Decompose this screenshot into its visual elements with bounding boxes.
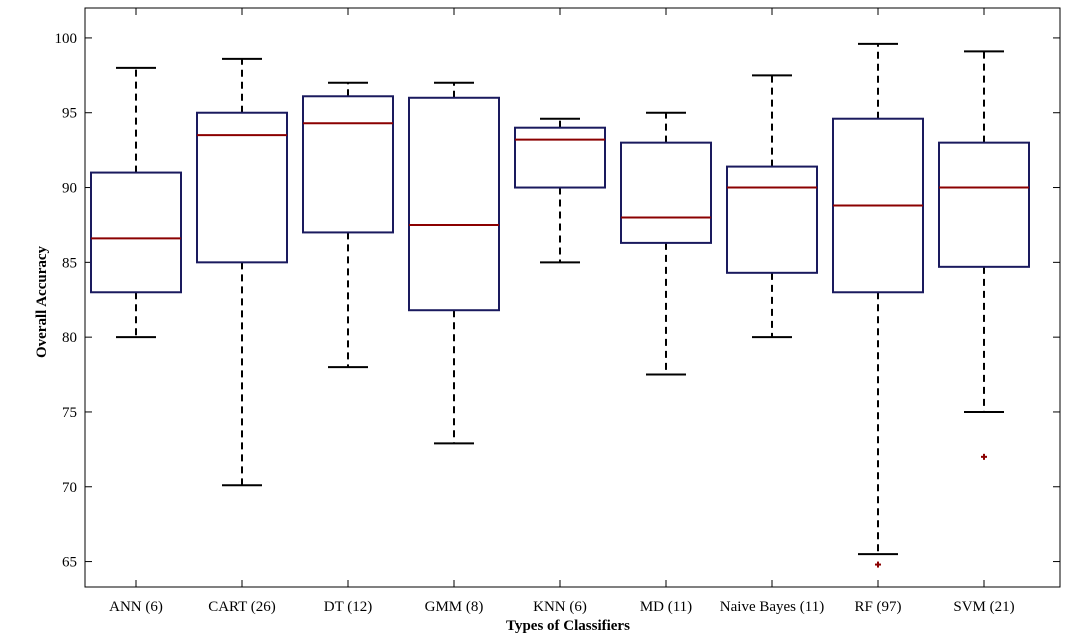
iqr-box — [408, 96, 500, 312]
y-tick-label: 65 — [62, 555, 77, 571]
iqr-box — [938, 141, 1030, 268]
x-tick-label: RF (97) — [854, 599, 901, 615]
x-tick-label: KNN (6) — [533, 599, 587, 615]
outlier-point — [981, 453, 987, 460]
y-tick-label: 90 — [62, 181, 77, 197]
iqr-box — [90, 171, 182, 294]
x-tick-label: ANN (6) — [109, 599, 163, 615]
plot-frame — [84, 7, 1061, 588]
box-2 — [196, 57, 288, 487]
box-8 — [832, 42, 924, 568]
box-4 — [408, 81, 500, 445]
box-7 — [726, 74, 818, 339]
x-axis: ANN (6) CART (26) DT (12) GMM (8) KNN (6) MD … — [109, 8, 1015, 615]
y-tick-label: 75 — [62, 405, 77, 421]
box-3 — [302, 81, 394, 369]
iqr-box — [514, 126, 606, 189]
y-axis-title: Overall Accuracy — [34, 245, 50, 358]
y-tick-label: 85 — [62, 255, 77, 271]
y-axis: 65 70 75 80 85 90 95 100 — [55, 31, 1060, 571]
y-tick-label: 80 — [62, 330, 77, 346]
box-1 — [90, 66, 182, 339]
x-tick-label: CART (26) — [208, 599, 276, 615]
x-axis-title: Types of Classifiers — [506, 618, 630, 634]
x-tick-label: GMM (8) — [425, 599, 484, 615]
box-5 — [514, 117, 606, 264]
x-tick-label: SVM (21) — [953, 599, 1014, 615]
box-series — [90, 42, 1030, 568]
y-tick-label: 70 — [62, 480, 77, 496]
y-tick-label: 95 — [62, 106, 77, 122]
box-9 — [938, 50, 1030, 460]
x-tick-label: MD (11) — [640, 599, 692, 615]
iqr-box — [302, 95, 394, 234]
iqr-box — [196, 111, 288, 264]
y-tick-label: 100 — [55, 31, 78, 47]
x-tick-label: DT (12) — [324, 599, 372, 615]
box-6 — [620, 111, 712, 376]
outlier-point — [875, 561, 881, 568]
x-tick-label: Naive Bayes (11) — [720, 599, 824, 615]
iqr-box — [620, 141, 712, 244]
iqr-box — [726, 165, 818, 274]
